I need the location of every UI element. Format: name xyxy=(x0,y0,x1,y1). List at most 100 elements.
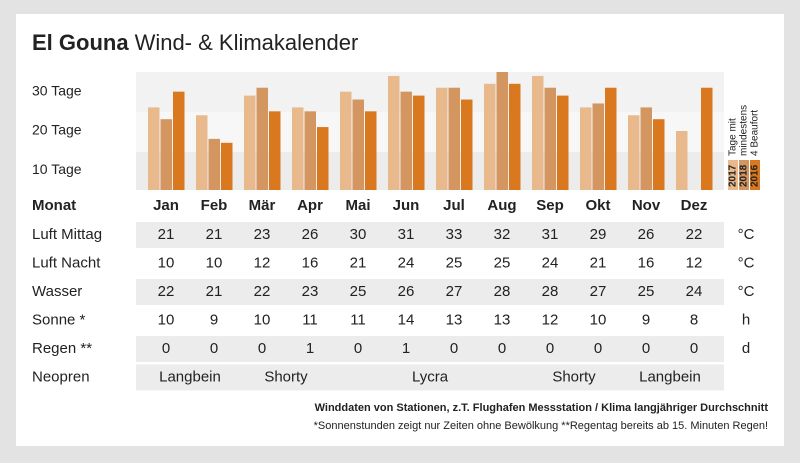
unit: °C xyxy=(738,226,755,243)
bar xyxy=(640,107,652,190)
cell: 21 xyxy=(206,283,223,300)
cell: 26 xyxy=(398,283,415,300)
bar xyxy=(580,107,592,190)
cell: 12 xyxy=(542,311,559,328)
cell: 21 xyxy=(590,254,607,271)
cell: 1 xyxy=(402,340,410,357)
cell: 12 xyxy=(254,254,271,271)
cell: 31 xyxy=(542,226,559,243)
row-band xyxy=(136,222,724,248)
bar xyxy=(388,75,400,190)
bar xyxy=(484,83,496,190)
cell: 10 xyxy=(254,311,271,328)
cell: 25 xyxy=(638,283,655,300)
cell: 0 xyxy=(258,340,266,357)
unit: °C xyxy=(738,283,755,300)
title: El Gouna Wind- & Klimakalender xyxy=(32,30,358,55)
bar xyxy=(509,83,521,190)
bar xyxy=(628,115,640,190)
legend-label: 2016 xyxy=(750,164,761,187)
unit: h xyxy=(742,311,750,328)
bar xyxy=(196,115,208,190)
row-label: Regen ** xyxy=(32,340,92,357)
cell: 0 xyxy=(642,340,650,357)
plot-band xyxy=(136,112,724,152)
bar xyxy=(208,138,220,190)
unit: °C xyxy=(738,254,755,271)
footer-note: *Sonnenstunden zeigt nur Zeiten ohne Bew… xyxy=(314,420,768,432)
cell: 10 xyxy=(158,254,175,271)
legend-title: mindestens xyxy=(739,105,750,156)
bar xyxy=(605,87,617,190)
bar xyxy=(173,91,185,190)
bar xyxy=(365,111,377,190)
row-band xyxy=(136,279,724,305)
cell: 32 xyxy=(494,226,511,243)
neopren-cell: Shorty xyxy=(552,368,596,385)
cell: 33 xyxy=(446,226,463,243)
y-tick-label: 30 Tage xyxy=(32,82,82,98)
bar xyxy=(340,91,352,190)
title-bold: El Gouna xyxy=(32,30,129,55)
bar xyxy=(676,131,688,190)
cell: 26 xyxy=(638,226,655,243)
neopren-cell: Lycra xyxy=(412,368,449,385)
cell: 0 xyxy=(690,340,698,357)
legend-label: 2018 xyxy=(739,164,750,187)
neopren-cell: Langbein xyxy=(159,368,221,385)
cell: 31 xyxy=(398,226,415,243)
bar xyxy=(557,95,569,190)
legend-swatch xyxy=(750,160,760,190)
month-label: Mai xyxy=(345,197,370,214)
cell: 0 xyxy=(354,340,362,357)
bar xyxy=(496,72,508,190)
cell: 24 xyxy=(542,254,559,271)
cell: 28 xyxy=(494,283,511,300)
neopren-cell: Shorty xyxy=(264,368,308,385)
title-rest: Wind- & Klimakalender xyxy=(135,30,359,55)
bar xyxy=(304,111,316,190)
row-band xyxy=(136,336,724,362)
month-label: Aug xyxy=(487,197,516,214)
month-label: Feb xyxy=(201,197,228,214)
bar xyxy=(701,87,713,190)
bar xyxy=(653,119,665,190)
cell: 25 xyxy=(494,254,511,271)
legend-label: 2017 xyxy=(728,164,739,187)
cell: 29 xyxy=(590,226,607,243)
cell: 0 xyxy=(594,340,602,357)
cell: 0 xyxy=(162,340,170,357)
month-label: Jul xyxy=(443,197,465,214)
cell: 0 xyxy=(498,340,506,357)
legend: 2017 2018 2016 Tage mit mindestens 4 Beaufort xyxy=(728,105,761,190)
bar xyxy=(292,107,304,190)
bar xyxy=(269,111,281,190)
cell: 10 xyxy=(158,311,175,328)
bar xyxy=(160,119,172,190)
cell: 21 xyxy=(206,226,223,243)
row-label: Sonne * xyxy=(32,311,86,328)
y-tick-label: 20 Tage xyxy=(32,122,82,138)
neopren-cell: Langbein xyxy=(639,368,701,385)
bar xyxy=(448,87,460,190)
row-label: Luft Nacht xyxy=(32,254,101,271)
cell: 25 xyxy=(446,254,463,271)
cell: 13 xyxy=(446,311,463,328)
cell: 0 xyxy=(210,340,218,357)
plot-band xyxy=(136,72,724,112)
bar xyxy=(461,99,473,190)
cell: 26 xyxy=(302,226,319,243)
bar xyxy=(400,91,412,190)
cell: 23 xyxy=(254,226,271,243)
cell: 11 xyxy=(350,311,366,328)
cell: 10 xyxy=(590,311,607,328)
month-label: Nov xyxy=(632,197,661,214)
bar xyxy=(436,87,448,190)
cell: 21 xyxy=(350,254,367,271)
cell: 12 xyxy=(686,254,703,271)
cell: 22 xyxy=(686,226,703,243)
legend-swatch xyxy=(739,160,749,190)
bar xyxy=(413,95,425,190)
row-label: Luft Mittag xyxy=(32,226,102,243)
month-label: Dez xyxy=(681,197,708,214)
